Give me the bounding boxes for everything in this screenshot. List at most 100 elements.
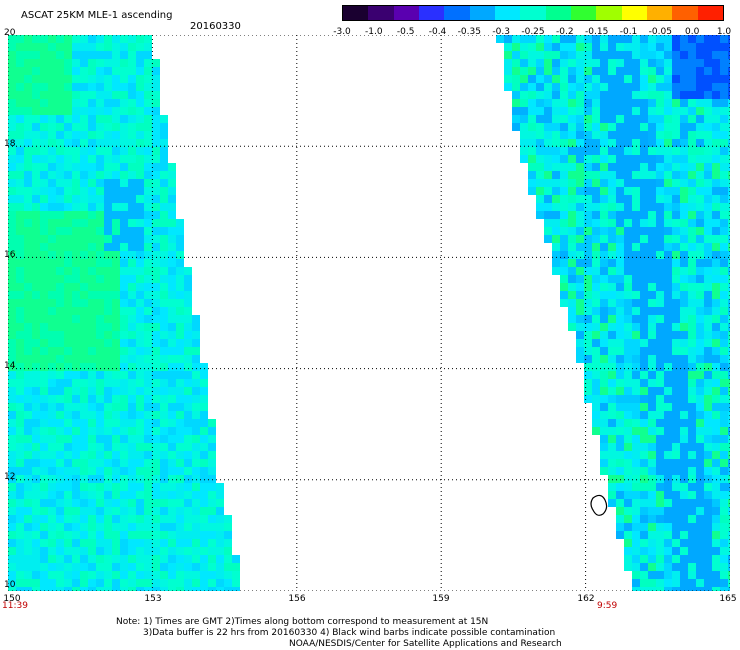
wind-cell xyxy=(544,195,552,203)
wind-cell xyxy=(80,547,88,555)
wind-cell xyxy=(72,163,80,171)
wind-cell xyxy=(672,251,680,259)
wind-cell xyxy=(696,43,704,51)
wind-cell xyxy=(560,291,568,299)
wind-cell xyxy=(656,275,664,283)
wind-cell xyxy=(144,571,152,579)
wind-cell xyxy=(168,331,176,339)
wind-cell xyxy=(24,155,32,163)
wind-cell xyxy=(128,75,136,83)
wind-cell xyxy=(120,347,128,355)
wind-cell xyxy=(72,571,80,579)
wind-cell xyxy=(656,99,664,107)
wind-cell xyxy=(96,307,104,315)
wind-cell xyxy=(160,259,168,267)
wind-cell xyxy=(616,531,624,539)
wind-cell xyxy=(520,155,528,163)
wind-cell xyxy=(640,259,648,267)
wind-cell xyxy=(40,171,48,179)
wind-cell xyxy=(64,539,72,547)
wind-cell xyxy=(192,523,200,531)
wind-cell xyxy=(632,523,640,531)
wind-cell xyxy=(712,411,720,419)
wind-cell xyxy=(128,139,136,147)
wind-cell xyxy=(16,283,24,291)
wind-cell xyxy=(16,395,24,403)
wind-cell xyxy=(24,563,32,571)
wind-cell xyxy=(720,539,728,547)
wind-cell xyxy=(624,99,632,107)
wind-cell xyxy=(616,515,624,523)
wind-cell xyxy=(672,379,680,387)
wind-cell xyxy=(80,411,88,419)
wind-cell xyxy=(512,51,520,59)
wind-cell xyxy=(64,531,72,539)
wind-cell xyxy=(104,251,112,259)
wind-cell xyxy=(152,467,160,475)
wind-cell xyxy=(40,563,48,571)
wind-cell xyxy=(624,491,632,499)
wind-cell xyxy=(200,467,208,475)
wind-cell xyxy=(128,523,136,531)
wind-cell xyxy=(632,579,640,587)
wind-cell xyxy=(80,563,88,571)
wind-cell xyxy=(536,43,544,51)
wind-cell xyxy=(88,267,96,275)
wind-cell xyxy=(616,91,624,99)
wind-cell xyxy=(88,227,96,235)
wind-cell xyxy=(704,411,712,419)
wind-cell xyxy=(672,371,680,379)
wind-cell xyxy=(56,147,64,155)
wind-cell xyxy=(656,491,664,499)
wind-cell xyxy=(712,283,720,291)
wind-cell xyxy=(592,427,600,435)
wind-cell xyxy=(88,579,96,587)
wind-cell xyxy=(640,395,648,403)
wind-cell xyxy=(72,507,80,515)
wind-cell xyxy=(200,515,208,523)
wind-cell xyxy=(120,459,128,467)
wind-cell xyxy=(704,179,712,187)
wind-cell xyxy=(688,83,696,91)
wind-cell xyxy=(728,435,730,443)
wind-cell xyxy=(200,587,208,591)
wind-cell xyxy=(16,579,24,587)
wind-cell xyxy=(648,499,656,507)
wind-cell xyxy=(104,395,112,403)
wind-cell xyxy=(160,491,168,499)
wind-cell xyxy=(624,91,632,99)
wind-cell xyxy=(704,203,712,211)
wind-cell xyxy=(152,67,160,75)
wind-cell xyxy=(624,307,632,315)
wind-cell xyxy=(48,515,56,523)
wind-cell xyxy=(32,395,40,403)
wind-cell xyxy=(664,403,672,411)
wind-cell xyxy=(104,539,112,547)
wind-cell xyxy=(632,251,640,259)
wind-cell xyxy=(112,243,120,251)
wind-cell xyxy=(712,251,720,259)
wind-cell xyxy=(80,171,88,179)
wind-cell xyxy=(24,547,32,555)
wind-cell xyxy=(72,251,80,259)
wind-cell xyxy=(656,299,664,307)
wind-cell xyxy=(640,43,648,51)
wind-cell xyxy=(152,515,160,523)
wind-cell xyxy=(80,363,88,371)
wind-cell xyxy=(608,211,616,219)
wind-cell xyxy=(120,195,128,203)
wind-cell xyxy=(728,75,730,83)
wind-cell xyxy=(144,155,152,163)
wind-cell xyxy=(632,243,640,251)
wind-cell xyxy=(584,123,592,131)
wind-cell xyxy=(568,115,576,123)
wind-cell xyxy=(200,531,208,539)
wind-cell xyxy=(720,163,728,171)
wind-cell xyxy=(56,163,64,171)
wind-cell xyxy=(168,291,176,299)
wind-cell xyxy=(72,315,80,323)
wind-cell xyxy=(96,67,104,75)
wind-cell xyxy=(528,131,536,139)
wind-cell xyxy=(24,235,32,243)
wind-cell xyxy=(120,563,128,571)
